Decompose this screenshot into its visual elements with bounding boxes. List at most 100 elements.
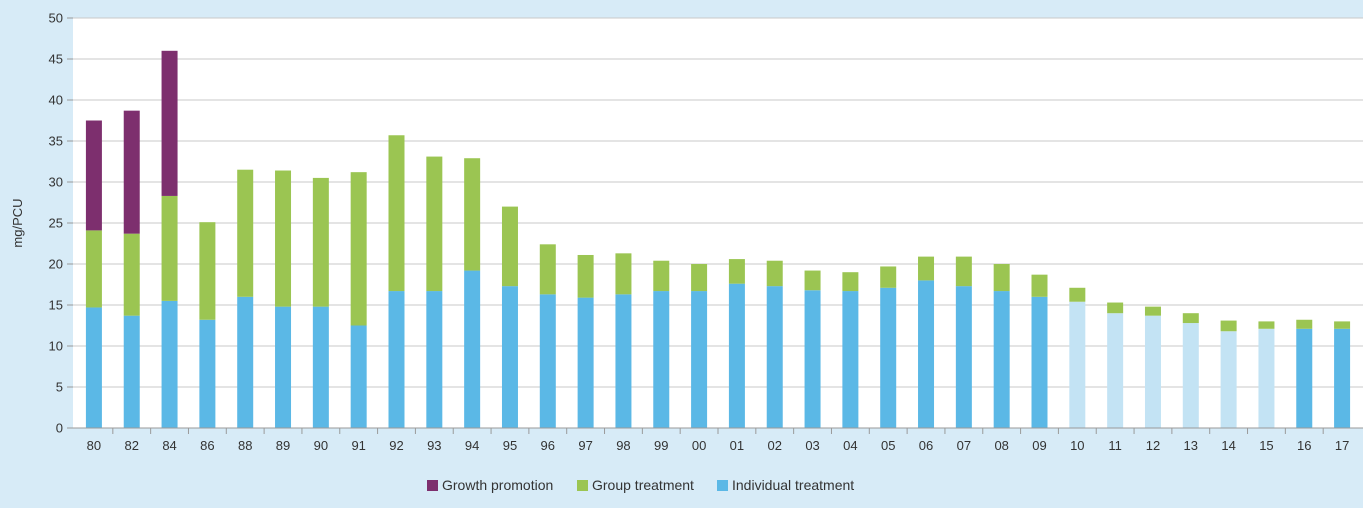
x-tick-label: 86	[200, 438, 214, 453]
y-tick-label: 45	[49, 52, 63, 67]
legend-item-group-treatment: Group treatment	[577, 477, 694, 493]
bar-segment-growth-promotion-82	[123, 110, 140, 234]
x-tick-label: 00	[692, 438, 706, 453]
bar-segment-group-treatment-13	[1182, 313, 1199, 324]
bar-segment-group-treatment-80	[85, 230, 102, 308]
x-tick-label: 07	[957, 438, 971, 453]
y-tick-label: 30	[49, 175, 63, 190]
y-tick-label: 35	[49, 134, 63, 149]
bar-segment-group-treatment-03	[804, 270, 821, 291]
x-tick-label: 05	[881, 438, 895, 453]
bar-segment-individual-treatment-05	[880, 287, 897, 428]
x-tick-label: 92	[389, 438, 403, 453]
legend-label: Growth promotion	[442, 477, 553, 493]
bar-segment-individual-treatment-11	[1107, 313, 1124, 428]
x-tick-label: 99	[654, 438, 668, 453]
bar-segment-group-treatment-07	[955, 256, 972, 287]
bar-segment-individual-treatment-10	[1069, 301, 1086, 428]
y-axis-ticks: 0 5 10 15 20 25 30 35 40 45 50	[49, 11, 73, 436]
legend-swatch	[717, 480, 728, 491]
bar-segment-individual-treatment-94	[464, 270, 481, 428]
bar-segment-group-treatment-02	[766, 260, 783, 287]
legend-swatch	[427, 480, 438, 491]
x-tick-label: 08	[994, 438, 1008, 453]
x-tick-label: 84	[162, 438, 176, 453]
bar-segment-individual-treatment-90	[312, 306, 329, 428]
x-tick-label: 91	[351, 438, 365, 453]
bar-segment-group-treatment-91	[350, 172, 367, 326]
y-tick-label: 25	[49, 216, 63, 231]
bar-segment-individual-treatment-04	[842, 291, 859, 428]
y-tick-label: 20	[49, 257, 63, 272]
bar-segment-group-treatment-17	[1334, 321, 1351, 329]
bar-segment-group-treatment-08	[993, 264, 1010, 292]
x-tick-label: 17	[1335, 438, 1349, 453]
x-tick-label: 94	[465, 438, 479, 453]
bar-segment-group-treatment-93	[426, 156, 443, 292]
legend-swatch	[577, 480, 588, 491]
y-tick-label: 5	[56, 380, 63, 395]
x-tick-label: 02	[768, 438, 782, 453]
bar-segment-group-treatment-01	[728, 259, 745, 284]
bar-segment-group-treatment-82	[123, 233, 140, 316]
x-tick-label: 16	[1297, 438, 1311, 453]
bar-segment-individual-treatment-97	[577, 297, 594, 428]
x-tick-label: 10	[1070, 438, 1084, 453]
bar-segment-group-treatment-98	[615, 253, 632, 295]
legend-item-individual-treatment: Individual treatment	[717, 477, 854, 493]
bar-segment-individual-treatment-03	[804, 290, 821, 428]
x-tick-label: 89	[276, 438, 290, 453]
bar-segment-group-treatment-11	[1107, 302, 1124, 314]
bar-segment-individual-treatment-82	[123, 315, 140, 428]
x-tick-label: 13	[1184, 438, 1198, 453]
x-tick-label: 97	[578, 438, 592, 453]
bar-segment-group-treatment-92	[388, 135, 405, 292]
bar-segment-individual-treatment-15	[1258, 328, 1275, 428]
x-tick-label: 09	[1032, 438, 1046, 453]
y-tick-label: 15	[49, 298, 63, 313]
bar-segment-group-treatment-90	[312, 177, 329, 307]
bar-segment-individual-treatment-91	[350, 325, 367, 428]
bar-segment-group-treatment-14	[1220, 320, 1237, 332]
bar-segment-group-treatment-06	[918, 256, 935, 281]
bar-segment-group-treatment-09	[1031, 274, 1048, 297]
bar-segment-group-treatment-05	[880, 266, 897, 288]
bar-segment-individual-treatment-88	[237, 296, 254, 428]
x-tick-label: 95	[503, 438, 517, 453]
x-tick-label: 14	[1221, 438, 1235, 453]
bar-segment-group-treatment-99	[653, 260, 670, 292]
y-tick-label: 50	[49, 11, 63, 26]
bar-segment-individual-treatment-00	[691, 291, 708, 428]
x-tick-label: 82	[125, 438, 139, 453]
bar-segment-group-treatment-97	[577, 254, 594, 298]
bar-segment-individual-treatment-16	[1296, 328, 1313, 428]
legend-label: Individual treatment	[732, 477, 854, 493]
x-tick-label: 12	[1146, 438, 1160, 453]
bar-segment-individual-treatment-07	[955, 286, 972, 428]
bar-segment-individual-treatment-86	[199, 319, 216, 428]
bar-segment-individual-treatment-89	[275, 306, 292, 428]
x-tick-label: 15	[1259, 438, 1273, 453]
bar-segment-group-treatment-12	[1144, 306, 1161, 316]
bar-segment-group-treatment-86	[199, 222, 216, 320]
y-axis-label: mg/PCU	[10, 198, 25, 247]
bar-segment-group-treatment-95	[501, 206, 518, 287]
legend-label: Group treatment	[592, 477, 694, 493]
bar-segment-group-treatment-96	[539, 244, 556, 295]
x-tick-label: 04	[843, 438, 857, 453]
x-tick-label: 06	[919, 438, 933, 453]
bar-segment-growth-promotion-80	[85, 120, 102, 231]
y-tick-label: 10	[49, 339, 63, 354]
x-tick-label: 90	[314, 438, 328, 453]
bar-segment-individual-treatment-12	[1144, 315, 1161, 428]
bar-segment-group-treatment-10	[1069, 287, 1086, 302]
x-tick-label: 11	[1108, 438, 1122, 453]
bar-segment-individual-treatment-98	[615, 294, 632, 428]
bar-segment-individual-treatment-92	[388, 291, 405, 428]
x-tick-label: 01	[730, 438, 744, 453]
bar-segment-individual-treatment-96	[539, 294, 556, 428]
bar-segment-group-treatment-15	[1258, 321, 1275, 329]
bar-segment-group-treatment-89	[275, 170, 292, 307]
x-tick-label: 88	[238, 438, 252, 453]
